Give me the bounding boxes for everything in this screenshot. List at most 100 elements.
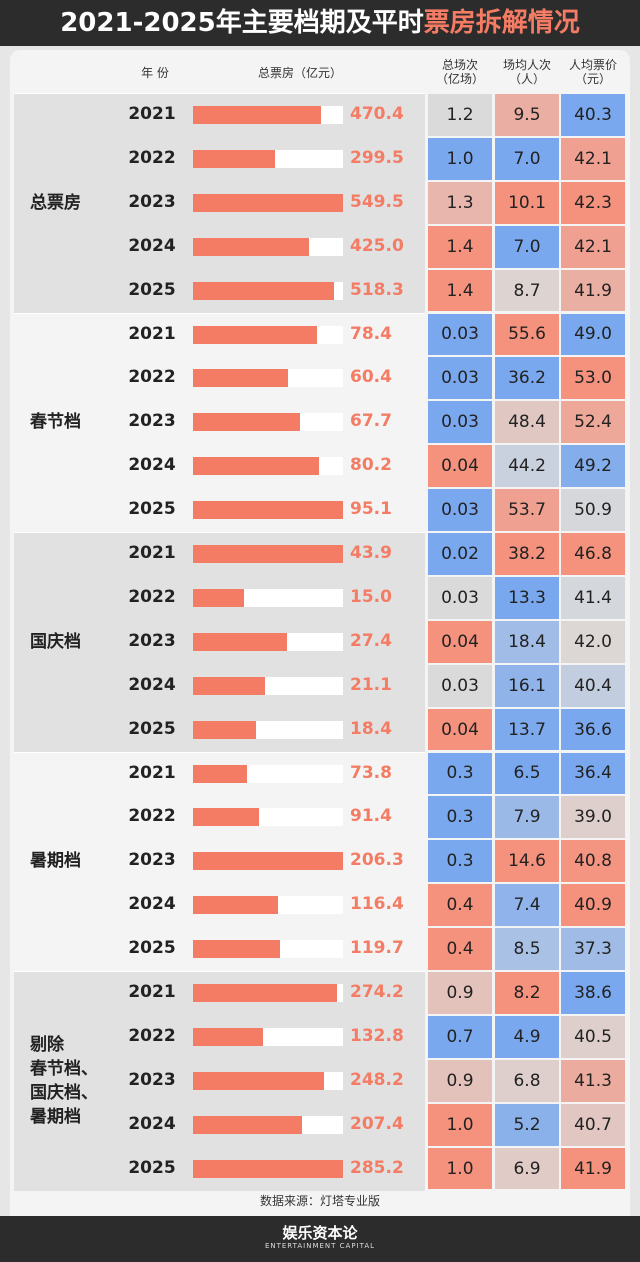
box-office-value: 299.5 xyxy=(350,147,404,168)
cell-attendance: 14.6 xyxy=(495,840,559,883)
cell-price: 40.8 xyxy=(561,840,625,883)
cell-price: 46.8 xyxy=(561,533,625,575)
cell-sessions: 0.03 xyxy=(428,664,492,707)
bar xyxy=(193,193,343,212)
cell-attendance: 7.0 xyxy=(495,225,559,268)
header-sessions: 总场次 xyxy=(441,58,478,72)
cell-attendance: 4.9 xyxy=(495,1015,559,1058)
box-office-value: 207.4 xyxy=(350,1113,404,1134)
cell-sessions: 0.3 xyxy=(428,796,492,839)
cell-attendance: 13.7 xyxy=(495,708,559,751)
bar xyxy=(193,545,343,563)
cell-price: 37.3 xyxy=(561,928,625,970)
cell-attendance: 7.9 xyxy=(495,796,559,839)
cell-sessions: 0.9 xyxy=(428,972,492,1014)
cell-attendance: 53.7 xyxy=(495,489,559,531)
year: 2024 xyxy=(128,674,176,695)
box-office-value: 67.7 xyxy=(350,411,392,432)
cell-attendance: 36.2 xyxy=(495,357,559,400)
title-highlight: 票房拆解情况 xyxy=(423,8,580,38)
year: 2022 xyxy=(128,1025,176,1046)
box-office-value: 73.8 xyxy=(350,762,392,783)
cell-attendance: 7.4 xyxy=(495,884,559,927)
title: 2021-2025年主要档期及平时 xyxy=(60,8,424,38)
header-attendance: 场均人次 xyxy=(502,58,551,72)
box-office-value: 518.3 xyxy=(350,279,404,300)
year: 2021 xyxy=(128,762,176,783)
year: 2023 xyxy=(128,1069,176,1090)
cell-sessions: 0.4 xyxy=(428,928,492,970)
box-office-value: 95.1 xyxy=(350,499,392,520)
cell-price: 36.4 xyxy=(561,752,625,795)
cell-sessions: 0.03 xyxy=(428,576,492,619)
box-office-value: 285.2 xyxy=(350,1157,404,1178)
box-office-value: 80.2 xyxy=(350,455,392,476)
logo-subtitle: ENTERTAINMENT CAPITAL xyxy=(264,1242,376,1250)
cell-sessions: 1.3 xyxy=(428,181,492,224)
cell-sessions: 1.0 xyxy=(428,1147,492,1190)
cell-sessions: 0.03 xyxy=(428,489,492,531)
cell-sessions: 0.03 xyxy=(428,401,492,444)
cell-price: 42.0 xyxy=(561,620,625,663)
cell-attendance: 9.5 xyxy=(495,94,559,136)
group-label: 总票房 xyxy=(30,192,81,213)
cell-price: 40.5 xyxy=(561,1015,625,1058)
bar xyxy=(193,632,287,651)
box-office-value: 116.4 xyxy=(350,894,404,915)
bar xyxy=(193,501,343,520)
box-office-value: 43.9 xyxy=(350,543,392,563)
cell-attendance: 10.1 xyxy=(495,181,559,224)
group-label-box: 剔除 春节档、 国庆档、 暑期档 xyxy=(30,1033,130,1129)
cell-attendance: 8.2 xyxy=(495,972,559,1014)
cell-sessions: 0.03 xyxy=(428,313,492,356)
group-label: 国庆档、 xyxy=(30,1082,98,1103)
bar xyxy=(193,457,320,476)
cell-price: 41.9 xyxy=(561,269,625,312)
bar xyxy=(193,588,245,607)
cell-price: 40.3 xyxy=(561,94,625,136)
bar xyxy=(193,808,260,827)
box-office-value: 549.5 xyxy=(350,191,404,212)
group-label: 剔除 xyxy=(30,1034,64,1055)
bar xyxy=(193,1027,263,1046)
group-label-box: 春节档 xyxy=(30,410,130,434)
bar xyxy=(193,106,322,124)
year: 2022 xyxy=(128,147,176,168)
cell-price: 42.1 xyxy=(561,225,625,268)
cell-sessions: 1.0 xyxy=(428,1103,492,1146)
box-office-value: 60.4 xyxy=(350,367,392,388)
group-label-box: 暑期档 xyxy=(30,849,130,873)
year: 2023 xyxy=(128,411,176,432)
cell-price: 41.3 xyxy=(561,1059,625,1102)
bar xyxy=(193,1115,303,1134)
cell-price: 40.9 xyxy=(561,884,625,927)
year: 2023 xyxy=(128,191,176,212)
box-office-value: 21.1 xyxy=(350,674,392,695)
cell-sessions: 0.7 xyxy=(428,1015,492,1058)
box-office-value: 206.3 xyxy=(350,850,404,871)
bar xyxy=(193,281,335,300)
group-label: 春节档、 xyxy=(30,1058,98,1079)
group-label-box: 国庆档 xyxy=(30,630,130,654)
cell-sessions: 0.03 xyxy=(428,357,492,400)
cell-price: 39.0 xyxy=(561,796,625,839)
bar xyxy=(193,369,289,388)
cell-price: 41.9 xyxy=(561,1147,625,1190)
box-office-value: 78.4 xyxy=(350,323,392,344)
group-label: 国庆档 xyxy=(30,631,81,652)
box-office-value: 119.7 xyxy=(350,938,404,959)
cell-sessions: 0.02 xyxy=(428,533,492,575)
title-bar: 2021-2025年主要档期及平时票房拆解情况 xyxy=(0,0,640,46)
cell-sessions: 0.3 xyxy=(428,840,492,883)
cell-sessions: 0.3 xyxy=(428,752,492,795)
year: 2021 xyxy=(128,543,176,563)
cell-price: 40.7 xyxy=(561,1103,625,1146)
box-office-value: 27.4 xyxy=(350,630,392,651)
cell-sessions: 0.04 xyxy=(428,620,492,663)
box-office-value: 248.2 xyxy=(350,1069,404,1090)
year: 2022 xyxy=(128,586,176,607)
footer-bar xyxy=(0,1216,640,1262)
group-label: 春节档 xyxy=(30,412,81,433)
year: 2025 xyxy=(128,1157,176,1178)
